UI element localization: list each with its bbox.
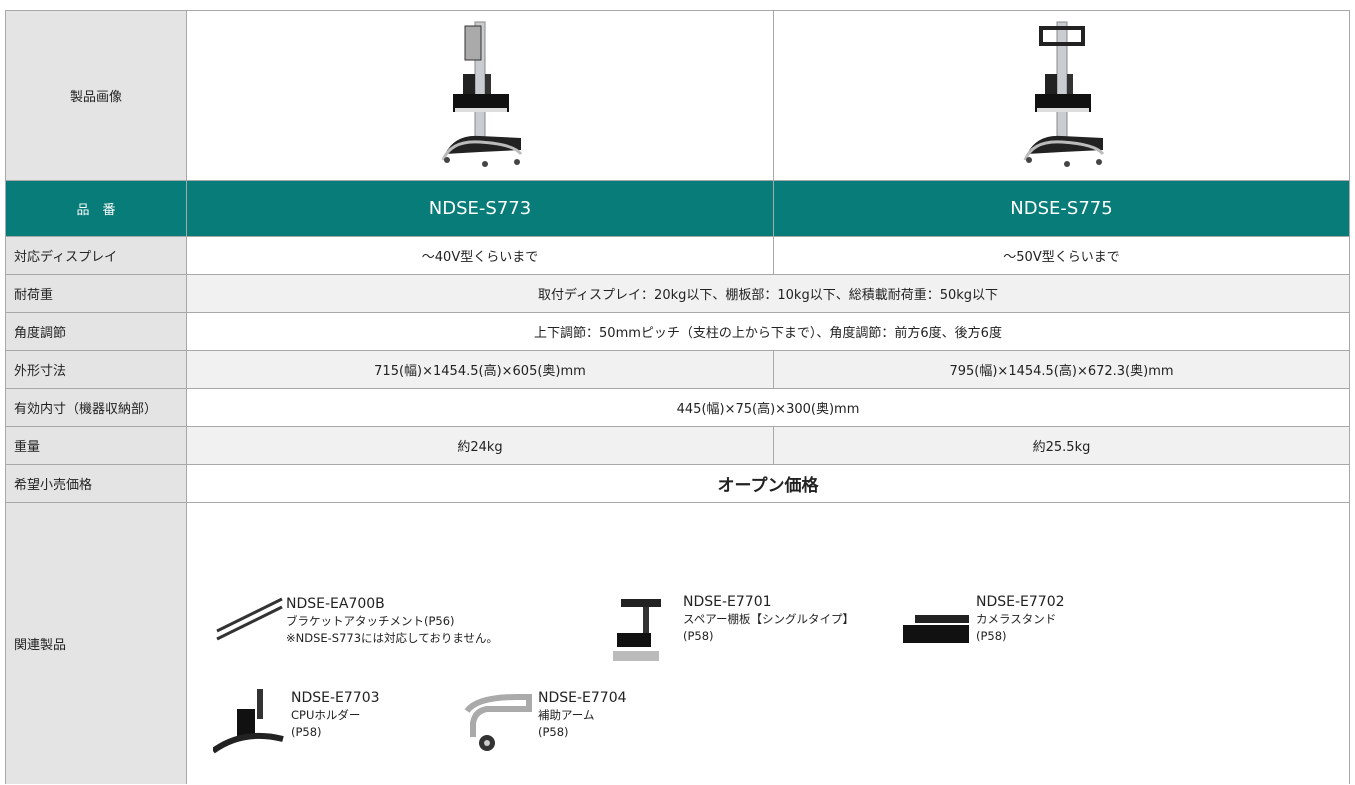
spec-value: 795(幅)×1454.5(高)×672.3(奥)mm: [773, 350, 1350, 389]
related-item: NDSE-E7701 スペアー棚板【シングルタイプ】 (P58): [683, 593, 854, 645]
spec-row: 有効内寸（機器収納部） 445(幅)×75(高)×300(奥)mm: [5, 388, 1350, 427]
related-icon: [903, 615, 969, 643]
related-note: カメラスタンド: [976, 612, 1057, 626]
spec-row: 外形寸法 715(幅)×1454.5(高)×605(奥)mm 795(幅)×1454…: [5, 350, 1350, 389]
row-label: 関連製品: [5, 502, 187, 784]
related-cell: NDSE-EA700B ブラケットアタッチメント(P56) ※NDSE-S773には…: [186, 502, 1350, 784]
related-model: NDSE-E7703: [291, 690, 380, 706]
model-name: NDSE-S775: [773, 180, 1350, 237]
spec-table-wrap: 製品画像 品 番 NDSE-S773 NDSE-S775 対応ディスプレイ ～40V型く…: [5, 10, 1350, 784]
header-row: 品 番 NDSE-S773 NDSE-S775: [5, 180, 1350, 237]
row-label: 外形寸法: [5, 350, 187, 389]
related-icon: [464, 694, 532, 751]
spec-value: 取付ディスプレイ：20kg以下、棚板部：10kg以下、総積載耐荷重：50kg以下: [186, 274, 1350, 313]
related-note: 補助アーム: [538, 708, 595, 722]
spec-value: ～40V型くらいまで: [186, 236, 774, 275]
related-icon: [216, 597, 283, 641]
related-note: (P58): [976, 629, 1007, 643]
related-item: NDSE-EA700B ブラケットアタッチメント(P56) ※NDSE-S773には…: [286, 595, 498, 647]
row-label: 重量: [5, 426, 187, 465]
related-model: NDSE-E7702: [976, 594, 1065, 610]
spec-row: 希望小売価格 オープン価格: [5, 464, 1350, 503]
spec-row: 対応ディスプレイ ～40V型くらいまで ～50V型くらいまで: [5, 236, 1350, 275]
related-note: (P58): [291, 725, 322, 739]
related-item: NDSE-E7703 CPUホルダー (P58): [291, 689, 380, 741]
related-model: NDSE-EA700B: [286, 596, 385, 612]
image-row: 製品画像: [5, 10, 1350, 181]
related-row: 関連製品 NDSE-EA700B ブラケットアタッチメント(P56) ※NDSE-S7…: [5, 502, 1350, 784]
spec-row: 耐荷重 取付ディスプレイ：20kg以下、棚板部：10kg以下、総積載耐荷重：50k…: [5, 274, 1350, 313]
image-cell: [773, 10, 1350, 181]
spec-value: 約25.5kg: [773, 426, 1350, 465]
row-label: 耐荷重: [5, 274, 187, 313]
product-image: [441, 21, 523, 167]
model-name: NDSE-S773: [186, 180, 774, 237]
spec-value: ～50V型くらいまで: [773, 236, 1350, 275]
related-note: スペアー棚板【シングルタイプ】: [683, 612, 855, 626]
spec-value: 上下調節：50mmピッチ（支柱の上から下まで）、角度調節：前方6度、後方6度: [186, 312, 1350, 351]
related-icon: [213, 689, 284, 754]
spec-row: 重量 約24kg 約25.5kg: [5, 426, 1350, 465]
related-item: NDSE-E7704 補助アーム (P58): [538, 689, 627, 741]
related-icon: [613, 599, 661, 661]
row-label: 有効内寸（機器収納部）: [5, 388, 187, 427]
header-label: 品 番: [5, 180, 187, 237]
related-item: NDSE-E7702 カメラスタンド (P58): [976, 593, 1065, 645]
row-label: 希望小売価格: [5, 464, 187, 503]
related-model: NDSE-E7704: [538, 690, 627, 706]
related-note: ブラケットアタッチメント(P56): [286, 614, 455, 628]
product-image: [1023, 21, 1104, 167]
related-model: NDSE-E7701: [683, 594, 772, 610]
related-note: CPUホルダー: [291, 708, 361, 722]
spec-table: 製品画像 品 番 NDSE-S773 NDSE-S775 対応ディスプレイ ～40V型く…: [5, 10, 1350, 784]
spec-value: 715(幅)×1454.5(高)×605(奥)mm: [186, 350, 774, 389]
spec-value: 約24kg: [186, 426, 774, 465]
row-label: 製品画像: [5, 10, 187, 181]
spec-value: 445(幅)×75(高)×300(奥)mm: [186, 388, 1350, 427]
row-label: 角度調節: [5, 312, 187, 351]
spec-row: 角度調節 上下調節：50mmピッチ（支柱の上から下まで）、角度調節：前方6度、後方…: [5, 312, 1350, 351]
row-label: 対応ディスプレイ: [5, 236, 187, 275]
spec-value: オープン価格: [186, 464, 1350, 503]
related-note: (P58): [538, 725, 569, 739]
related-note: ※NDSE-S773には対応しておりません。: [286, 631, 499, 645]
related-note: (P58): [683, 629, 714, 643]
related-box: NDSE-EA700B ブラケットアタッチメント(P56) ※NDSE-S773には…: [187, 503, 1349, 784]
image-cell: [186, 10, 774, 181]
